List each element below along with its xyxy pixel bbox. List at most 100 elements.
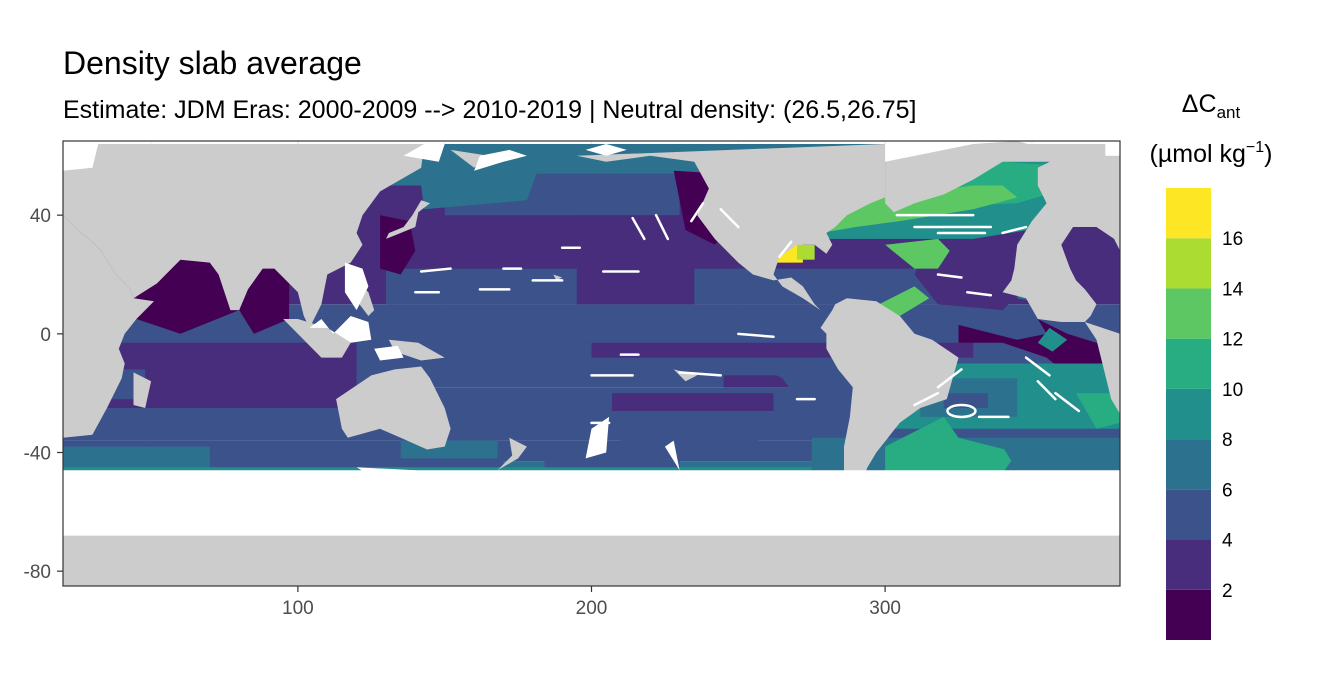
land-region — [315, 221, 351, 251]
missing-data-streak — [1024, 356, 1051, 377]
missing-data-region — [356, 467, 430, 477]
missing-data-streak — [719, 207, 740, 229]
land-region — [63, 144, 425, 328]
legend-color-step — [1166, 388, 1211, 440]
missing-data-region — [1105, 144, 1120, 156]
land-region — [63, 144, 154, 438]
ocean-cell-region — [576, 215, 695, 305]
y-tick-label: 0 — [40, 325, 51, 346]
legend-color-step — [1166, 489, 1211, 540]
missing-data-region — [474, 149, 527, 171]
ocean-cell-region — [421, 155, 539, 210]
legend-label: 8 — [1222, 430, 1233, 451]
legend-label: 12 — [1222, 330, 1243, 351]
legend-label: 10 — [1222, 380, 1243, 401]
ocean-cell-region — [885, 416, 1018, 474]
missing-data-region — [63, 482, 1120, 518]
ocean-cell-region — [612, 393, 774, 411]
legend-label: 6 — [1222, 480, 1233, 501]
legend-labels: 2 4 6 8 10 12 14 16 — [1222, 229, 1244, 602]
land-region — [388, 339, 445, 361]
legend-color-step — [1166, 439, 1211, 490]
missing-data-streak — [936, 273, 963, 279]
land-region — [1084, 322, 1120, 414]
x-axis: 100 200 300 — [282, 586, 901, 619]
ocean-cell-region — [797, 244, 815, 260]
ocean-cell-region — [802, 185, 1018, 233]
y-tick-label: 40 — [30, 206, 51, 227]
missing-data-region — [664, 440, 680, 471]
missing-data-streak — [631, 216, 646, 241]
x-tick-label: 200 — [576, 598, 608, 619]
map-panel — [63, 141, 1120, 586]
missing-data-streak — [678, 371, 722, 377]
legend-color-step — [1166, 539, 1211, 590]
missing-data-streak — [1036, 380, 1057, 401]
missing-data-region — [885, 144, 974, 162]
legend-color-step — [1166, 238, 1211, 289]
legend-colorbar — [1166, 188, 1211, 640]
y-axis: 40 0 -40 -80 — [24, 206, 63, 583]
legend-title-subscript: ant — [1217, 103, 1241, 122]
missing-data-region — [309, 316, 372, 343]
missing-data-region — [344, 262, 369, 311]
land-region — [386, 200, 430, 239]
legend-title: ΔCant — [1182, 90, 1241, 122]
legend: ΔCant (µmol kg−1) 2 4 6 8 10 12 14 16 — [1150, 90, 1273, 640]
legend-label: 4 — [1222, 531, 1233, 552]
legend-label: 14 — [1222, 279, 1244, 300]
missing-data-streak — [1054, 391, 1081, 413]
ocean-cell-region — [914, 244, 1038, 311]
land-region — [782, 149, 856, 180]
land-region — [973, 141, 1038, 159]
legend-color-step — [1166, 589, 1211, 640]
land-region — [63, 523, 1120, 586]
land-region — [133, 372, 152, 408]
ocean-cell-region — [1037, 327, 1068, 352]
ocean-cell-region — [943, 393, 988, 408]
legend-unit: (µmol kg−1) — [1150, 139, 1273, 168]
missing-data-region — [585, 416, 610, 459]
legend-color-step — [1166, 188, 1211, 239]
missing-data-patches — [63, 144, 1120, 536]
legend-unit-main: (µmol kg — [1150, 140, 1246, 168]
legend-unit-superscript: −1 — [1246, 139, 1264, 156]
land-mask — [63, 141, 1120, 586]
legend-color-step — [1166, 288, 1211, 339]
ocean-cell-region — [63, 324, 974, 343]
ocean-cell-region — [885, 238, 950, 269]
ocean-cell-region — [1076, 393, 1120, 429]
legend-color-step — [1166, 338, 1211, 389]
missing-data-streak — [654, 213, 670, 241]
missing-data-streak — [737, 332, 775, 339]
ocean-cell-region — [1002, 446, 1068, 471]
missing-data-region — [374, 345, 404, 361]
legend-unit-close: ) — [1264, 140, 1272, 168]
y-tick-label: -40 — [24, 444, 51, 465]
missing-data-region — [585, 144, 627, 156]
legend-label: 2 — [1222, 581, 1233, 602]
missing-data-streak — [419, 267, 452, 273]
land-region — [497, 437, 527, 471]
ocean-cell-region — [879, 286, 930, 316]
land-region — [283, 319, 351, 358]
x-tick-label: 300 — [869, 598, 901, 619]
legend-label: 16 — [1222, 229, 1243, 250]
land-region — [553, 274, 563, 281]
missing-data-streak — [966, 291, 993, 297]
ocean-cell-region — [620, 431, 762, 447]
missing-data-streak — [913, 391, 940, 407]
missing-data-streak — [778, 240, 793, 258]
legend-title-main: ΔC — [1182, 90, 1217, 118]
y-tick-label: -80 — [24, 562, 51, 583]
land-region — [1002, 144, 1120, 322]
missing-data-region — [403, 144, 445, 162]
x-tick-label: 100 — [282, 598, 314, 619]
missing-data-region — [63, 144, 99, 171]
ocean-cell-region — [753, 357, 856, 429]
chart-title: Density slab average — [63, 45, 362, 81]
land-region — [576, 144, 959, 497]
missing-data-ring — [946, 403, 977, 419]
missing-data-streak — [1001, 225, 1028, 235]
missing-data-streak — [690, 202, 705, 223]
